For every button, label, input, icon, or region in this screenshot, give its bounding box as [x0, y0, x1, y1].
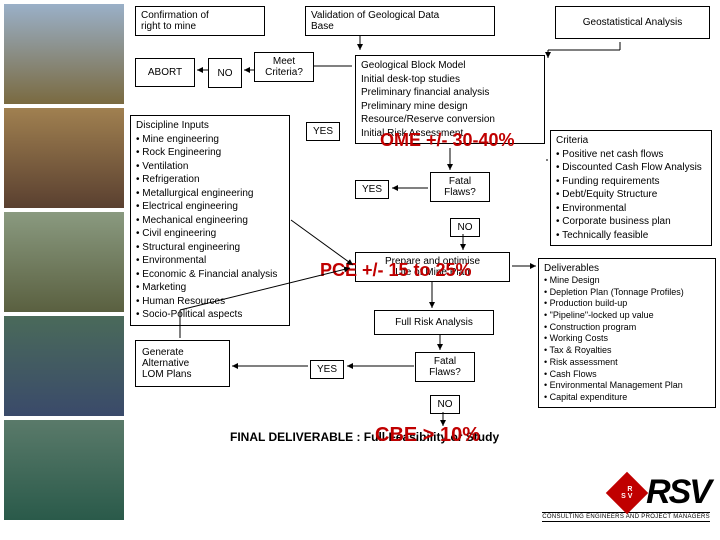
- criteria-list: • Positive net cash flows• Discounted Ca…: [556, 148, 706, 243]
- logo-text: RSV: [646, 473, 710, 512]
- box-abort: ABORT: [135, 58, 195, 87]
- box-meet-criteria: Meet Criteria?: [254, 52, 314, 82]
- box-yes-1: YES: [306, 122, 340, 141]
- box-deliverables: Deliverables • Mine Design• Depletion Pl…: [538, 258, 716, 408]
- box-fatal-2: Fatal Flaws?: [415, 352, 475, 382]
- logo-diamond-icon: RS V: [606, 471, 648, 513]
- label-ome: OME +/- 30-40%: [380, 130, 515, 151]
- box-geostat: Geostatistical Analysis: [555, 6, 710, 39]
- discipline-title: Discipline Inputs: [136, 119, 284, 133]
- photo-2: [4, 108, 124, 208]
- box-no-3: NO: [430, 395, 460, 414]
- label-pce: PCE +/- 15 to 25%: [320, 260, 472, 281]
- photo-3: [4, 212, 124, 312]
- box-criteria: Criteria • Positive net cash flows• Disc…: [550, 130, 712, 246]
- decision-no-1: NO: [208, 58, 242, 88]
- box-yes-3: YES: [310, 360, 344, 379]
- deliverables-title: Deliverables: [544, 262, 710, 275]
- box-discipline: Discipline Inputs • Mine engineering• Ro…: [130, 115, 290, 326]
- logo-rsv: RS V RSV CONSULTING ENGINEERS AND PROJEC…: [542, 473, 710, 522]
- box-yes-2: YES: [355, 180, 389, 199]
- box-validation: Validation of Geological Data Base: [305, 6, 495, 36]
- box-confirmation: Confirmation of right to mine: [135, 6, 265, 36]
- discipline-list: • Mine engineering• Rock Engineering• Ve…: [136, 133, 284, 322]
- deliverables-list: • Mine Design• Depletion Plan (Tonnage P…: [544, 275, 710, 404]
- box-full-risk: Full Risk Analysis: [374, 310, 494, 335]
- photo-5: [4, 420, 124, 520]
- photo-1: [4, 4, 124, 104]
- photo-4: [4, 316, 124, 416]
- box-fatal-1: Fatal Flaws?: [430, 172, 490, 202]
- label-cbe: CBE > 10%: [375, 424, 480, 447]
- box-generate: Generate Alternative LOM Plans: [135, 340, 230, 387]
- criteria-title: Criteria: [556, 134, 706, 148]
- box-no-2: NO: [450, 218, 480, 237]
